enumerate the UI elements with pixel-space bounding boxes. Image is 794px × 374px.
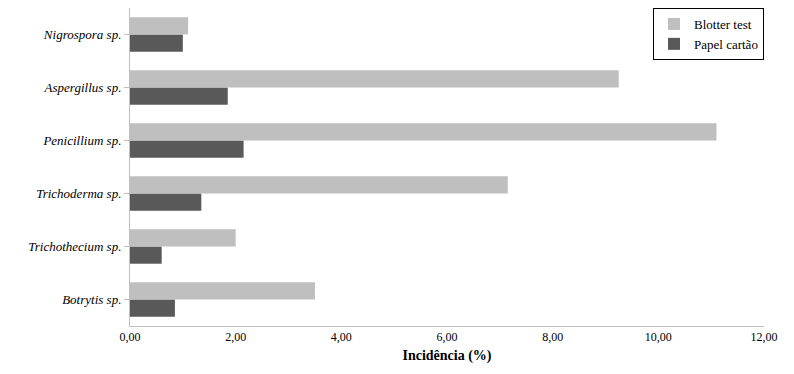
svg-text:2,00: 2,00 — [225, 330, 246, 344]
svg-text:Trichoderma sp.: Trichoderma sp. — [36, 186, 121, 201]
svg-text:Penicillium sp.: Penicillium sp. — [42, 133, 121, 148]
svg-text:Nigrospora sp.: Nigrospora sp. — [43, 27, 122, 42]
svg-text:Aspergillus sp.: Aspergillus sp. — [44, 80, 122, 95]
svg-text:0,00: 0,00 — [120, 330, 141, 344]
svg-text:Trichothecium sp.: Trichothecium sp. — [28, 239, 121, 254]
svg-text:4,00: 4,00 — [331, 330, 352, 344]
svg-text:6,00: 6,00 — [437, 330, 458, 344]
svg-text:Incidência (%): Incidência (%) — [402, 348, 491, 364]
svg-text:Papel cartão: Papel cartão — [694, 37, 758, 52]
svg-text:Botrytis sp.: Botrytis sp. — [62, 292, 121, 307]
svg-text:10,00: 10,00 — [645, 330, 672, 344]
svg-text:12,00: 12,00 — [751, 330, 778, 344]
svg-text:Blotter test: Blotter test — [694, 17, 752, 32]
svg-text:8,00: 8,00 — [542, 330, 563, 344]
